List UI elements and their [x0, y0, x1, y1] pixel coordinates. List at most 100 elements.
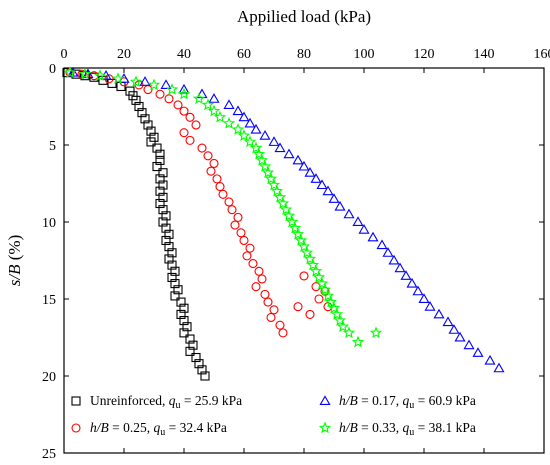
point-circle	[179, 106, 189, 116]
point-star	[255, 153, 269, 166]
point-square	[170, 266, 180, 276]
point-square	[152, 143, 162, 153]
point-circle	[248, 259, 258, 269]
point-circle	[191, 120, 201, 130]
point-square	[161, 235, 171, 246]
point-star	[270, 184, 284, 197]
point-circle	[299, 271, 309, 281]
point-triangle	[358, 223, 370, 234]
point-star	[213, 110, 227, 123]
series-square	[62, 68, 210, 381]
point-triangle	[448, 324, 460, 334]
legend-label: h/B = 0.33, qu = 38.1 kPa	[339, 420, 476, 438]
point-circle	[218, 189, 228, 199]
point-circle	[275, 320, 285, 330]
point-square	[158, 168, 168, 178]
point-triangle	[292, 154, 304, 165]
point-square	[158, 217, 168, 227]
legend: Unreinforced, qu = 25.9 kPa h/B = 0.17, q…	[71, 393, 476, 438]
point-star	[276, 197, 290, 209]
point-triangle	[463, 339, 475, 350]
point-star	[294, 234, 308, 246]
point-star	[306, 258, 320, 271]
point-star	[318, 421, 332, 434]
point-square	[143, 120, 153, 130]
point-star	[333, 314, 347, 326]
point-circle	[263, 297, 273, 307]
point-triangle	[472, 347, 484, 357]
point-triangle	[319, 395, 331, 406]
point-triangle	[283, 148, 295, 159]
point-star	[192, 92, 206, 105]
point-circle	[254, 266, 264, 276]
x-tick-label: 60	[237, 47, 251, 62]
x-tick-label: 160	[534, 47, 550, 62]
point-square	[158, 205, 168, 215]
x-tick-label: 40	[177, 47, 191, 62]
point-square	[185, 346, 195, 356]
point-square	[152, 162, 162, 172]
point-star	[264, 172, 278, 185]
point-star	[318, 283, 332, 296]
point-square	[71, 396, 81, 406]
point-star	[258, 160, 272, 172]
point-triangle	[424, 300, 436, 311]
data-points	[62, 66, 505, 381]
point-triangle	[238, 111, 250, 122]
point-triangle	[310, 173, 322, 183]
x-tick-label: 0	[61, 47, 68, 62]
point-star	[222, 116, 236, 129]
point-star	[282, 209, 296, 222]
point-square	[128, 91, 138, 101]
point-triangle	[334, 200, 346, 211]
point-triangle	[412, 285, 424, 296]
series-star	[63, 66, 383, 348]
point-square	[179, 316, 189, 326]
point-circle	[215, 182, 225, 192]
point-square	[107, 78, 117, 88]
point-triangle	[178, 83, 190, 94]
point-triangle	[250, 123, 262, 134]
point-star	[351, 335, 365, 348]
point-circle	[278, 328, 288, 338]
point-star	[177, 87, 191, 100]
point-star	[111, 72, 125, 85]
series-circle	[65, 68, 333, 338]
point-star	[267, 178, 281, 191]
point-square	[155, 149, 165, 159]
point-star	[291, 227, 305, 240]
point-triangle	[382, 247, 394, 257]
point-square	[182, 322, 192, 332]
point-circle	[305, 309, 315, 319]
point-triangle	[376, 239, 388, 250]
point-circle	[269, 305, 279, 315]
y-axis-title: s/B (%)	[5, 235, 24, 286]
point-triangle	[433, 308, 445, 319]
point-star	[324, 295, 338, 308]
x-tick-label: 20	[117, 47, 131, 62]
point-star	[207, 104, 221, 117]
point-square	[140, 114, 150, 124]
point-square	[179, 328, 189, 338]
point-star	[285, 215, 299, 228]
point-triangle	[316, 179, 328, 190]
point-square	[176, 297, 186, 307]
point-square	[176, 309, 186, 319]
legend-entry: h/B = 0.33, qu = 38.1 kPa	[318, 420, 476, 438]
point-triangle	[400, 270, 412, 280]
point-triangle	[298, 160, 310, 171]
point-star	[303, 252, 317, 265]
point-square	[197, 365, 207, 375]
point-circle	[71, 423, 81, 433]
point-circle	[155, 89, 165, 99]
point-circle	[314, 294, 324, 304]
point-square	[188, 340, 198, 350]
point-square	[155, 186, 165, 196]
x-tick-label: 120	[414, 47, 435, 62]
point-star	[288, 221, 302, 234]
point-circle	[164, 94, 174, 104]
point-circle	[209, 158, 219, 169]
point-star	[93, 69, 107, 81]
point-star	[336, 320, 350, 332]
x-tick-label: 100	[354, 47, 375, 62]
